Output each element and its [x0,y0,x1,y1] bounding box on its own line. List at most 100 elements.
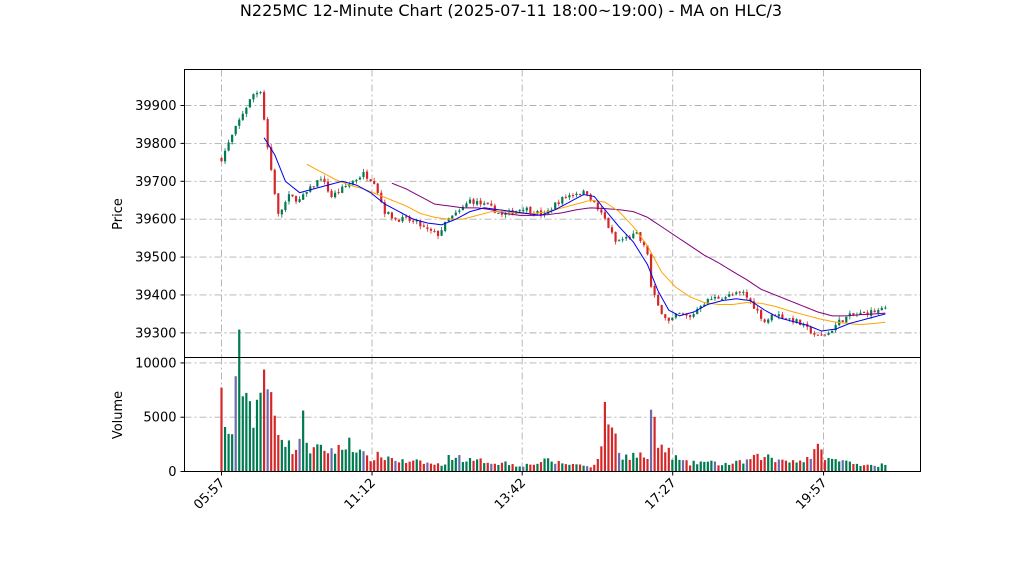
candle-body [657,294,660,306]
candle-body [291,194,294,197]
candle-body [486,202,489,205]
volume-bar [862,465,866,472]
volume-bar [621,459,624,472]
volume-bar [454,457,457,472]
volume-bar [227,433,230,472]
candle-body [522,210,525,212]
price-tick-label: 39800 [135,137,176,152]
candle-body [319,179,323,181]
volume-bar [543,458,546,472]
volume-bar [380,457,383,472]
volume-bar [479,458,482,472]
candle-body [578,194,582,196]
volume-bar [404,462,408,472]
candle-body [451,215,454,219]
candle-body [355,179,358,182]
candle-body [458,210,461,212]
candle-body [323,178,326,182]
volume-bar [472,460,475,472]
volume-bar [788,462,791,472]
candle-body [603,212,607,219]
candle-body [848,313,851,317]
volume-bar [415,459,418,472]
candle-body [710,299,713,301]
candle-body [873,310,876,313]
volume-bar [752,454,756,472]
candle-body [497,212,500,214]
volume-bar [774,462,777,472]
candle-body [231,134,234,143]
candle-body [823,334,827,336]
candle-body [813,333,816,335]
candle-body [749,298,752,302]
volume-bar [884,464,887,472]
volume-bar [376,451,379,472]
candle-body [621,239,624,241]
volume-bar [713,461,717,472]
candle-body [788,318,791,320]
volume-bar [674,455,678,472]
candle-body [742,291,745,293]
candle-body [877,309,880,313]
candle-body [678,312,681,314]
candle-body [302,194,305,200]
candle-body [436,230,440,236]
volume-bar [245,392,248,472]
volume-bar [827,457,830,472]
candle-body [667,317,670,321]
volume-bar [639,452,642,472]
candle-body [422,225,425,227]
volume-bar [383,460,386,472]
volume-bar [610,427,614,472]
volume-bar [646,459,649,472]
volume-bar [284,446,287,472]
candle-body [234,125,237,135]
candle-body [383,202,386,214]
volume-bar [532,464,536,472]
candle-body [376,183,379,193]
price-tick-label: 39900 [135,99,176,114]
time-tick-label: 11:12 [342,476,379,513]
candle-body [713,296,717,299]
volume-bar [337,444,340,472]
volume-bar [330,448,333,472]
volume-bar [529,464,532,472]
volume-bar [745,459,749,472]
volume-bar [270,392,273,472]
candle-body [223,150,227,162]
candle-body [351,181,354,184]
volume-bar [632,452,635,472]
volume-bar [234,376,237,472]
price-panel: 39300 39400 39500 39600 39700 39800 39900 Pric… [111,69,921,358]
volume-bar [273,415,276,472]
volume-bar [877,466,880,472]
volume-bar [845,460,848,472]
candle-body [745,292,749,298]
volume-bar [483,463,486,472]
candle-body [475,201,479,205]
candle-body [298,199,301,203]
volume-bar [486,462,489,472]
price-grid [184,69,921,358]
ma-slow-line [391,182,886,317]
candle-body [330,190,333,197]
candle-body [649,254,653,287]
candle-body [582,190,585,195]
volume-axis-label: Volume [111,391,126,439]
candle-body [571,195,575,197]
volume-bar [341,449,344,472]
candle-body [816,334,820,336]
time-tick-label: 17:27 [642,476,679,513]
candle-body [664,314,667,318]
volume-bar [475,459,479,472]
volume-bar [422,463,425,472]
candle-body [575,193,578,196]
volume-bar [312,447,315,472]
candle-body [685,313,688,316]
volume-bar [504,461,507,472]
volume-bar [451,459,454,472]
volume-bar [699,461,702,472]
candle-body [731,294,734,296]
candle-body [632,233,635,239]
